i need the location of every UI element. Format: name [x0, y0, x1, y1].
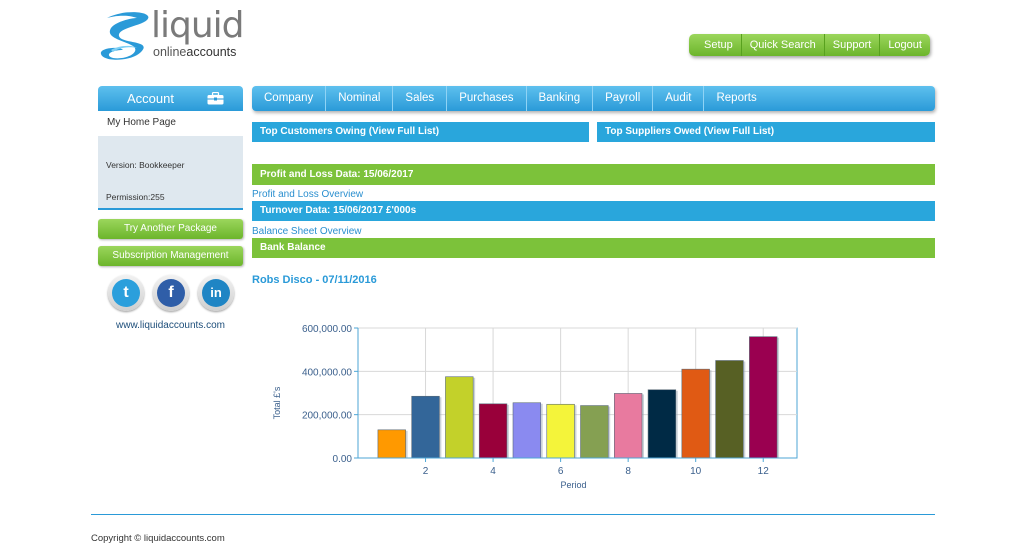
brand-tagline: onlineaccounts	[153, 45, 236, 59]
bar	[647, 389, 677, 459]
logout-link[interactable]: Logout	[888, 39, 922, 51]
top-links: Setup Quick Search Support Logout	[689, 34, 930, 56]
company-title: Robs Disco - 07/11/2016	[252, 274, 377, 286]
brand-sub-online: online	[153, 45, 187, 59]
x-tick-label: 2	[423, 466, 429, 477]
facebook-icon: f	[157, 279, 185, 307]
facebook-button[interactable]: f	[153, 275, 189, 311]
swoosh-logo-icon	[100, 12, 149, 60]
top-customers-panel[interactable]: Top Customers Owing (View Full List)	[252, 122, 589, 142]
nav-company[interactable]: Company	[252, 86, 327, 111]
x-tick-label: 4	[490, 466, 496, 477]
top-suppliers-panel[interactable]: Top Suppliers Owed (View Full List)	[597, 122, 935, 142]
subscription-management-button[interactable]: Subscription Management	[98, 246, 243, 266]
brand-name: liquid	[151, 5, 245, 46]
setup-link[interactable]: Setup	[689, 34, 742, 56]
brand-logo[interactable]: liquid onlineaccounts	[97, 5, 257, 63]
y-tick-label: 400,000.00	[302, 367, 352, 378]
linkedin-icon: in	[202, 279, 230, 307]
quick-search-link[interactable]: Quick Search	[742, 34, 825, 56]
x-tick-label: 10	[690, 466, 702, 477]
bar	[377, 429, 406, 459]
copyright-text: Copyright © liquidaccounts.com	[91, 533, 225, 544]
company-separator: -	[312, 274, 323, 286]
account-header: Account	[98, 86, 243, 111]
bar	[546, 403, 575, 459]
briefcase-icon	[207, 92, 224, 105]
bar	[411, 395, 440, 459]
permission-text: Permission:255	[106, 192, 165, 202]
turnover-data-bar[interactable]: Turnover Data: 15/06/2017 £'000s	[252, 201, 935, 221]
nav-payroll[interactable]: Payroll	[593, 86, 654, 111]
twitter-button[interactable]: t	[108, 275, 144, 311]
y-tick-label: 0.00	[333, 454, 353, 465]
profit-loss-data-bar[interactable]: Profit and Loss Data: 15/06/2017	[252, 164, 935, 185]
nav-banking[interactable]: Banking	[527, 86, 594, 111]
x-tick-label: 12	[758, 466, 770, 477]
footer-divider	[91, 514, 935, 515]
bar	[478, 403, 508, 459]
company-name: Robs Disco	[252, 274, 313, 286]
y-tick-label: 600,000.00	[302, 324, 352, 335]
brand-sub-accounts: accounts	[186, 45, 237, 59]
nav-reports[interactable]: Reports	[716, 92, 757, 104]
version-text: Version: Bookkeeper	[106, 160, 185, 170]
company-date: 07/11/2016	[322, 274, 377, 286]
linkedin-button[interactable]: in	[198, 275, 234, 311]
nav-audit[interactable]: Audit	[653, 86, 705, 111]
y-tick-label: 200,000.00	[302, 411, 352, 422]
bar	[580, 405, 609, 459]
site-url-link[interactable]: www.liquidaccounts.com	[116, 320, 225, 331]
y-axis-label: Total £'s	[272, 386, 282, 419]
support-link[interactable]: Support	[825, 34, 881, 56]
bar	[512, 402, 541, 459]
profit-loss-overview-link[interactable]: Profit and Loss Overview	[252, 189, 364, 200]
facebook-glyph: f	[168, 284, 174, 301]
account-heading: Account	[127, 91, 174, 106]
turnover-bar-chart: 0.00 200,000.00 400,000.00 600,000.00 2 4 6 8 10…	[272, 324, 798, 490]
x-tick-label: 8	[625, 466, 631, 477]
bar	[614, 393, 643, 459]
my-home-page-link[interactable]: My Home Page	[98, 113, 243, 136]
twitter-glyph: t	[123, 284, 129, 301]
linkedin-glyph: in	[210, 285, 222, 300]
nav-sales[interactable]: Sales	[393, 86, 448, 111]
bar	[681, 368, 710, 459]
bar	[749, 336, 778, 459]
bar	[715, 360, 744, 459]
account-info: Version: Bookkeeper Permission:255	[98, 136, 243, 210]
x-axis-label: Period	[560, 480, 586, 490]
try-another-package-button[interactable]: Try Another Package	[98, 219, 243, 239]
twitter-icon: t	[112, 279, 140, 307]
nav-nominal[interactable]: Nominal	[326, 86, 394, 111]
nav-purchases[interactable]: Purchases	[447, 86, 527, 111]
main-nav: Company Nominal Sales Purchases Banking …	[252, 86, 935, 111]
bar	[445, 376, 474, 459]
bank-balance-bar[interactable]: Bank Balance	[252, 238, 935, 258]
x-tick-label: 6	[558, 466, 564, 477]
balance-sheet-overview-link[interactable]: Balance Sheet Overview	[252, 226, 362, 237]
